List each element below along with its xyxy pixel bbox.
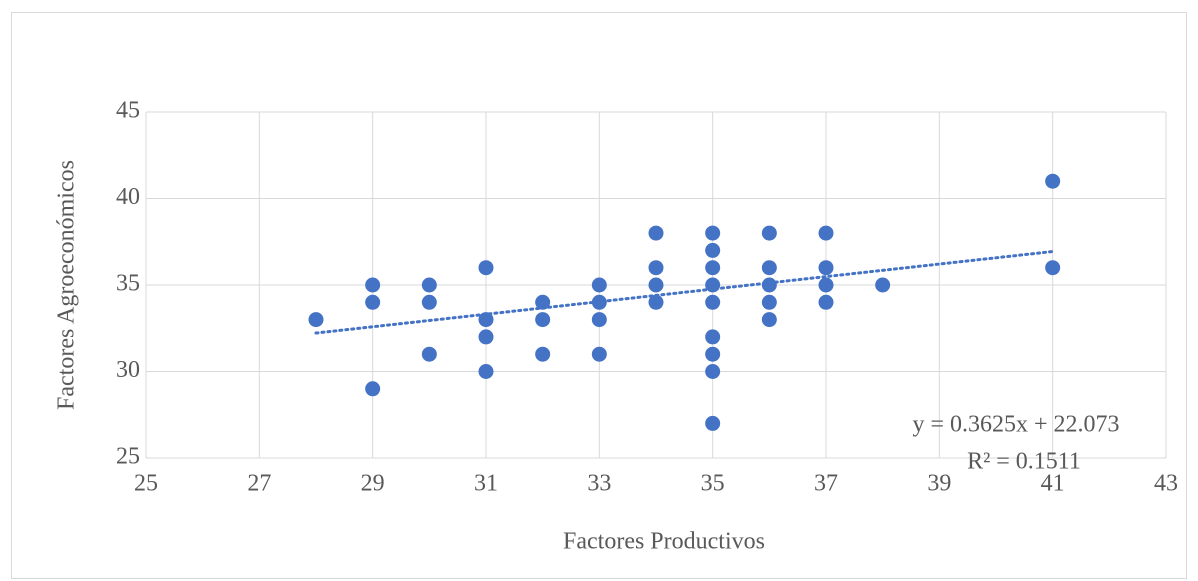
point xyxy=(648,260,664,276)
point xyxy=(1045,173,1061,189)
point xyxy=(365,294,381,310)
point xyxy=(591,312,607,328)
y-axis-label: Factores Agroeconómicos xyxy=(54,160,80,410)
point xyxy=(761,312,777,328)
y-tick-label: 25 xyxy=(116,444,140,470)
point xyxy=(705,225,721,241)
point xyxy=(761,294,777,310)
trendline-equation: y = 0.3625x + 22.073 xyxy=(912,412,1119,438)
x-tick-label: 35 xyxy=(701,471,725,497)
point xyxy=(818,225,834,241)
x-tick-label: 27 xyxy=(247,471,271,497)
point xyxy=(648,294,664,310)
x-axis-label: Factores Productivos xyxy=(563,529,765,555)
point xyxy=(761,277,777,293)
y-tick-label: 40 xyxy=(116,184,140,210)
point xyxy=(705,364,721,379)
point xyxy=(761,225,777,241)
point xyxy=(818,277,834,293)
point xyxy=(648,277,664,293)
point xyxy=(421,277,437,293)
point xyxy=(705,242,721,258)
point xyxy=(705,329,721,345)
point xyxy=(591,346,607,362)
point xyxy=(818,294,834,310)
point xyxy=(421,294,437,310)
point xyxy=(705,415,721,431)
point xyxy=(478,329,494,345)
point xyxy=(875,277,891,293)
y-tick-label: 45 xyxy=(116,98,140,124)
point xyxy=(478,260,494,276)
point xyxy=(365,277,381,293)
point xyxy=(705,294,721,310)
point xyxy=(421,346,437,362)
point xyxy=(308,312,324,328)
point xyxy=(535,294,551,310)
point xyxy=(705,346,721,362)
trendline-r-squared: R² = 0.1511 xyxy=(967,449,1081,475)
point xyxy=(478,364,494,379)
trendline xyxy=(314,250,1055,335)
x-tick-label: 37 xyxy=(814,471,838,497)
x-tick-label: 33 xyxy=(587,471,611,497)
point xyxy=(818,260,834,276)
x-tick-label: 25 xyxy=(134,471,158,497)
point xyxy=(591,277,607,293)
y-tick-label: 30 xyxy=(116,357,140,383)
x-tick-label: 39 xyxy=(927,471,951,497)
x-tick-label: 43 xyxy=(1154,471,1178,497)
point xyxy=(535,346,551,362)
y-tick-label: 35 xyxy=(116,271,140,297)
point xyxy=(761,260,777,276)
x-tick-label: 31 xyxy=(474,471,498,497)
point xyxy=(535,312,551,328)
point xyxy=(1045,260,1061,276)
point xyxy=(705,260,721,276)
point xyxy=(648,225,664,241)
point xyxy=(365,381,381,397)
x-tick-label: 29 xyxy=(361,471,385,497)
x-tick-label: 41 xyxy=(1041,471,1065,497)
